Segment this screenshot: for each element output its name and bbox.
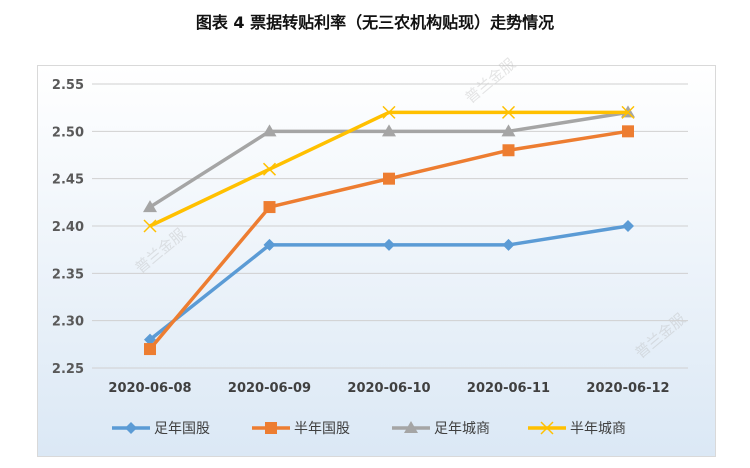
data-point (143, 219, 157, 233)
data-point (383, 238, 395, 251)
legend-label: 半年城商 (570, 421, 626, 437)
chart-area (37, 65, 716, 457)
legend-label: 足年国股 (154, 421, 210, 437)
y-tick-label: 2.40 (52, 220, 84, 235)
y-tick-label: 2.45 (52, 173, 84, 188)
data-point (263, 238, 276, 251)
data-point (143, 200, 157, 213)
data-point (144, 343, 156, 356)
x-tick-label: 2020-06-12 (586, 381, 669, 396)
data-point (502, 238, 515, 251)
x-tick-label: 2020-06-09 (228, 381, 311, 396)
data-point (622, 220, 634, 232)
y-tick-label: 2.25 (52, 362, 84, 377)
legend-marker (404, 421, 418, 433)
legend-label: 半年国股 (294, 421, 350, 437)
data-point (383, 172, 395, 185)
data-point (263, 201, 276, 214)
data-point (622, 125, 634, 138)
x-tick-label: 2020-06-11 (467, 381, 550, 396)
data-point (262, 162, 277, 176)
x-tick-label: 2020-06-10 (347, 381, 430, 396)
data-point (501, 124, 516, 137)
y-tick-label: 2.30 (52, 315, 84, 330)
x-tick-label: 2020-06-08 (108, 381, 191, 396)
legend-marker (540, 421, 554, 435)
legend-marker (265, 422, 277, 434)
data-point (502, 144, 515, 157)
legend-marker (125, 422, 137, 434)
y-tick-label: 2.55 (52, 78, 84, 93)
legend-label: 足年城商 (434, 421, 490, 437)
data-point (262, 124, 277, 137)
chart-title: 图表 4 票据转贴利率（无三农机构贴现）走势情况 (195, 13, 555, 32)
y-tick-label: 2.50 (52, 125, 84, 140)
data-point (144, 333, 156, 346)
data-point (382, 124, 396, 137)
data-point (382, 105, 396, 119)
data-point (621, 105, 635, 119)
y-tick-label: 2.35 (52, 267, 84, 282)
data-point (501, 105, 516, 119)
